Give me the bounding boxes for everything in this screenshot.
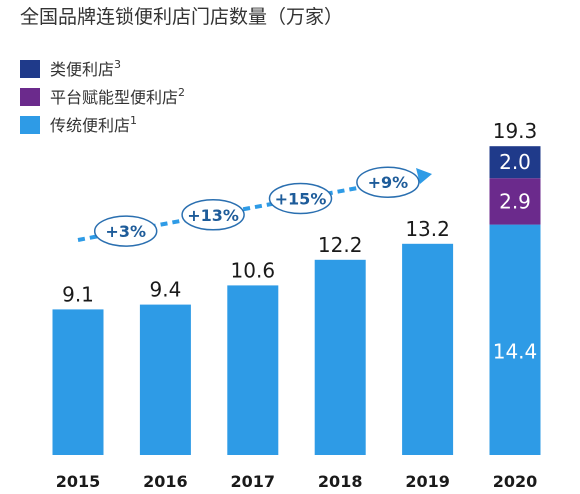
bar-segment bbox=[489, 224, 541, 455]
legend-label: 传统便利店1 bbox=[50, 114, 137, 135]
x-tick-label: 2019 bbox=[405, 472, 450, 491]
total-value-label: 10.6 bbox=[231, 258, 276, 282]
bar-segment bbox=[402, 243, 454, 455]
legend-swatch bbox=[20, 60, 40, 78]
x-tick-label: 2018 bbox=[318, 472, 363, 491]
x-tick-label: 2017 bbox=[231, 472, 276, 491]
growth-annotations: +3% +13% +15% +9% bbox=[77, 166, 432, 247]
segment-value-label: 2.9 bbox=[499, 189, 531, 213]
legend-footnote-mark: 2 bbox=[178, 86, 185, 99]
legend-label: 平台赋能型便利店2 bbox=[50, 86, 185, 107]
growth-rate-label: +13% bbox=[187, 206, 239, 225]
legend: 类便利店3 平台赋能型便利店2 传统便利店1 bbox=[20, 58, 185, 135]
growth-rate-label: +3% bbox=[105, 222, 146, 241]
x-tick-label: 2016 bbox=[143, 472, 188, 491]
value-labels: 9.1 9.4 10.6 12.2 13.2 19.3 14.4 2.9 2.0 bbox=[62, 119, 537, 363]
segment-value-label: 2.0 bbox=[499, 150, 531, 174]
bar-segment bbox=[52, 309, 104, 455]
bar-segment bbox=[227, 285, 279, 455]
segment-value-label: 14.4 bbox=[493, 339, 538, 363]
legend-swatch bbox=[20, 116, 40, 134]
x-axis-ticks: 2015 2016 2017 2018 2019 2020 bbox=[56, 472, 538, 491]
bar-segment bbox=[489, 178, 541, 225]
bars bbox=[52, 146, 541, 455]
growth-trend-arrowhead bbox=[416, 168, 432, 184]
total-value-label: 9.1 bbox=[62, 282, 94, 306]
growth-rate-label: +15% bbox=[275, 190, 327, 209]
growth-bubble bbox=[268, 182, 333, 215]
total-value-label: 9.4 bbox=[149, 278, 181, 302]
total-value-label: 19.3 bbox=[493, 119, 538, 143]
total-value-label: 12.2 bbox=[318, 233, 363, 257]
growth-bubble bbox=[356, 166, 420, 198]
bar-segment bbox=[489, 146, 541, 179]
legend-footnote-mark: 1 bbox=[130, 114, 137, 127]
legend-swatch bbox=[20, 88, 40, 106]
total-value-label: 13.2 bbox=[405, 217, 450, 241]
growth-rate-label: +9% bbox=[368, 173, 409, 192]
x-tick-label: 2020 bbox=[493, 472, 538, 491]
x-tick-label: 2015 bbox=[56, 472, 101, 491]
legend-label: 类便利店3 bbox=[50, 58, 121, 79]
growth-bubble bbox=[181, 199, 245, 231]
bar-segment bbox=[139, 304, 191, 455]
chart-title: 全国品牌连锁便利店门店数量（万家） bbox=[20, 6, 343, 28]
bar-segment bbox=[314, 259, 366, 455]
legend-footnote-mark: 3 bbox=[114, 58, 121, 71]
growth-bubble bbox=[93, 215, 158, 247]
